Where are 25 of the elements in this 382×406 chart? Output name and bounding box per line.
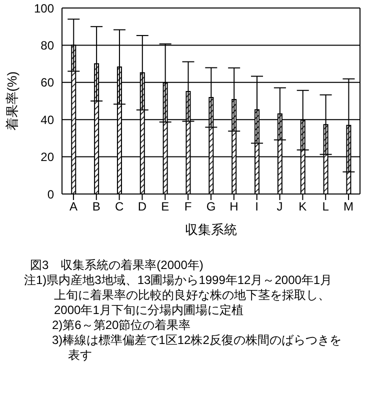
text: 注1)県内産地3地域、13圃場から1999年12月～2000年1月上旬に着果率の比較的良好な株の地下茎を採取し、2000年1月下旬に分場内圃場に定植: [24, 273, 334, 318]
y-tick-label: 40: [40, 112, 54, 127]
x-tick-label: L: [322, 200, 330, 214]
y-axis-title: 着果率(%): [4, 71, 20, 131]
text: 3)棒線は標準偏差で1区12株2反復の株間のばらつきを表す: [51, 333, 342, 363]
x-tick-label: C: [114, 200, 124, 214]
text: 図3 収集系統の着果率(2000年): [29, 258, 204, 273]
x-tick-label: K: [298, 200, 307, 214]
y-tick-label: 80: [40, 38, 54, 52]
y-tick-label: 0: [47, 187, 54, 202]
x-tick-label: B: [92, 200, 100, 214]
x-tick-label: I: [255, 200, 259, 214]
x-tick-label: H: [230, 200, 238, 214]
y-tick-label: 20: [40, 150, 54, 164]
x-axis-title: 収集系統: [185, 222, 237, 237]
x-tick-label: F: [184, 200, 192, 214]
x-tick-label: A: [69, 200, 78, 214]
text: 2)第6～第20節位の着果率: [51, 318, 192, 333]
y-tick-label: 100: [34, 1, 54, 16]
x-tick-label: D: [138, 200, 147, 214]
x-tick-label: M: [344, 200, 354, 214]
y-tick-label: 60: [40, 76, 54, 90]
x-tick-label: G: [206, 200, 216, 214]
x-tick-label: E: [161, 200, 170, 214]
x-tick-label: J: [276, 200, 283, 214]
